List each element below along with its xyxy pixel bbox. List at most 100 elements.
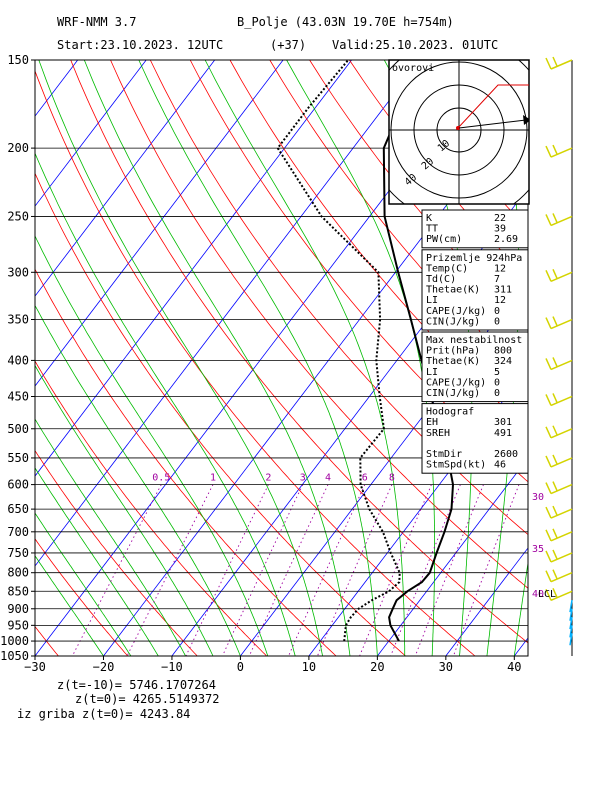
index-name: StmSpd(kt)	[426, 460, 486, 471]
index-name: Td(C)	[426, 274, 456, 285]
wind-barb-flag	[552, 144, 558, 155]
index-value: 0	[494, 316, 500, 327]
mixing-ratio-label: 0.5	[152, 473, 170, 484]
mixing-ratio-label: 2	[265, 473, 271, 484]
wind-barb	[569, 600, 573, 613]
isotherm-line	[445, 547, 528, 656]
wind-barb-flag	[552, 268, 558, 279]
wind-barb-flag	[552, 393, 558, 403]
wind-barb-flag	[552, 425, 558, 436]
wind-barb-flag	[545, 358, 552, 370]
right-label: 40	[532, 589, 544, 600]
indices-title: Prizemlje 924hPa	[426, 253, 522, 264]
wind-barb-flag	[545, 269, 552, 282]
mixing-ratio-line	[452, 484, 520, 656]
index-value: 12	[494, 295, 506, 306]
dry-adiabat-line	[588, 60, 600, 656]
wind-barb-flag	[545, 529, 552, 542]
wind-barb-flag	[552, 569, 558, 580]
mixing-ratio-line	[390, 484, 461, 656]
y-tick-label: 850	[7, 584, 29, 598]
mixing-ratio-line	[221, 484, 304, 656]
wind-barb-flag	[545, 426, 552, 439]
wind-barb-flag	[552, 549, 558, 560]
index-value: 7	[494, 274, 500, 285]
wind-barb	[550, 572, 573, 583]
moist-adiabat-line	[35, 235, 269, 656]
wind-barb	[550, 59, 573, 70]
indices-box	[421, 331, 529, 403]
y-tick-label: 700	[7, 525, 29, 539]
valid-time: Valid:25.10.2023. 01UTC	[332, 38, 498, 52]
y-tick-label: 650	[7, 502, 29, 516]
wind-barb	[569, 625, 573, 638]
index-name: StmDir	[426, 449, 462, 460]
wind-barb	[550, 395, 573, 407]
isotherm-line	[35, 60, 284, 387]
wind-barb-flag	[552, 481, 558, 491]
mixing-ratio-label: 1	[210, 473, 216, 484]
wind-barbs	[545, 56, 573, 656]
index-value: 5	[494, 367, 500, 378]
moist-adiabat-line	[138, 60, 378, 656]
isotherm-line	[35, 60, 352, 477]
indices-box	[421, 403, 529, 474]
indices-box	[421, 249, 529, 331]
index-name: CAPE(J/kg)	[426, 377, 486, 388]
hodograph-label: ovorovi	[392, 63, 434, 74]
index-value: 0	[494, 306, 500, 317]
wind-barb	[550, 552, 573, 563]
y-tick-label: 450	[7, 390, 29, 404]
y-tick-label: 1050	[0, 649, 29, 663]
wind-barb	[550, 590, 573, 601]
right-label: LCL	[538, 589, 556, 600]
dewpoint-profile	[276, 60, 401, 642]
mixing-ratio-line	[248, 484, 329, 656]
mixing-ratio-line	[185, 484, 269, 656]
wind-barb	[550, 147, 573, 158]
isotherm-line	[35, 60, 216, 297]
y-tick-label: 800	[7, 566, 29, 580]
x-tick-label: −10	[161, 660, 183, 674]
dry-adiabat-line	[35, 449, 198, 656]
index-name: K	[426, 213, 432, 224]
y-tick-label: 300	[7, 265, 29, 279]
indices-box	[421, 209, 529, 249]
mixing-ratio-labels: 0.5 1 2 3 4 6 8	[152, 473, 395, 484]
wind-barb-flag	[552, 528, 558, 539]
index-value: 324	[494, 356, 512, 367]
wind-barb	[550, 483, 573, 495]
x-tick-label: 0	[237, 660, 244, 674]
index-name: PW(cm)	[426, 234, 462, 245]
index-name: CIN(J/kg)	[426, 316, 480, 327]
wind-barb-flag	[552, 587, 558, 598]
storm-arrow-icon	[523, 115, 529, 125]
isotherm-line	[35, 60, 421, 567]
wind-barb-flag	[552, 56, 558, 67]
index-value: 301	[494, 417, 512, 428]
x-tick-label: −20	[93, 660, 115, 674]
wind-barb-flag	[545, 482, 552, 494]
dry-adiabat-line	[35, 268, 337, 656]
y-tick-label: 550	[7, 451, 29, 465]
mixing-ratio-line	[288, 484, 366, 656]
wind-barb-flag	[552, 213, 558, 223]
dry-adiabat-line	[549, 60, 600, 656]
wind-barb	[569, 608, 573, 621]
index-name: Temp(C)	[426, 263, 468, 274]
wind-barb-flag	[545, 570, 552, 583]
y-tick-label: 200	[7, 141, 29, 155]
isotherm-line	[35, 60, 147, 207]
index-value: 800	[494, 346, 512, 357]
index-name: TT	[426, 224, 438, 235]
mixing-ratio-label: 4	[325, 473, 331, 484]
y-tick-label: 750	[7, 546, 29, 560]
dry-adiabat-line	[35, 360, 267, 656]
hodograph: ovorovi 10 20 40	[388, 59, 530, 205]
y-tick-label: 900	[7, 602, 29, 616]
index-value: 491	[494, 428, 512, 439]
temperature-profile	[382, 60, 455, 642]
wind-barb	[569, 617, 573, 630]
isotherm-line	[308, 367, 528, 656]
